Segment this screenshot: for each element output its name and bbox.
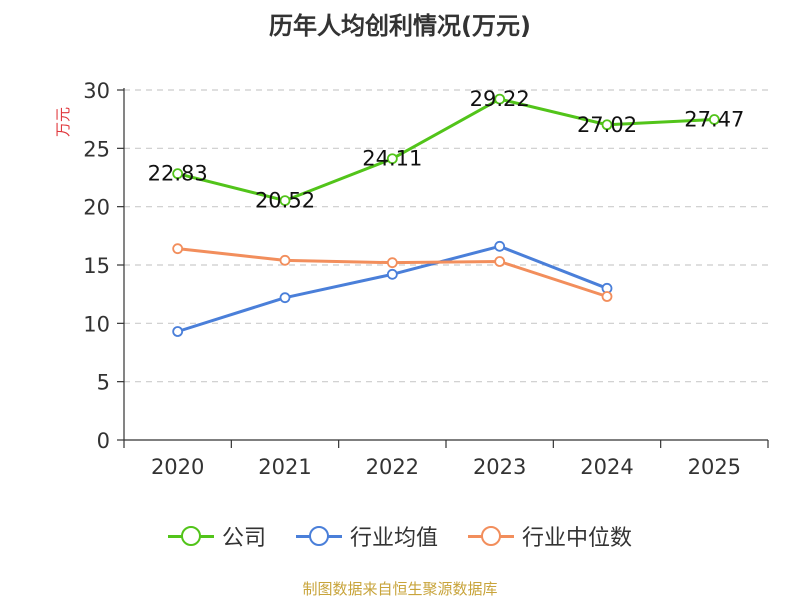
x-tick-label: 2025 — [688, 455, 741, 479]
data-label: 20.52 — [255, 189, 315, 213]
legend-label: 行业中位数 — [522, 526, 633, 551]
data-point — [708, 114, 720, 125]
data-point — [386, 153, 398, 165]
y-tick-label: 30 — [83, 79, 110, 103]
legend-item-1[interactable]: 行业均值 — [295, 520, 438, 552]
legend-swatch — [468, 526, 514, 546]
y-tick-label: 10 — [83, 312, 110, 336]
x-tick-label: 2024 — [580, 455, 633, 479]
y-tick-label: 0 — [97, 429, 110, 453]
data-point — [172, 243, 184, 255]
legend-swatch — [167, 526, 214, 546]
x-tick-label: 2023 — [473, 455, 526, 479]
data-point — [279, 254, 291, 266]
x-tick-label: 2022 — [366, 455, 419, 479]
data-point — [386, 257, 398, 269]
source-note: 制图数据来自恒生聚源数据库 — [302, 580, 498, 598]
data-point — [601, 119, 613, 131]
chart-title: 历年人均创利情况(万元) — [269, 12, 531, 40]
series-line-0 — [177, 97, 715, 203]
x-tick-label: 2021 — [258, 455, 311, 479]
legend-label: 行业均值 — [349, 526, 438, 551]
data-point — [172, 326, 184, 337]
legend-item-2[interactable]: 行业中位数 — [468, 520, 632, 552]
data-point — [279, 195, 291, 207]
data-label: 29.22 — [470, 87, 530, 111]
data-label: 22.83 — [148, 162, 208, 186]
legend-item-0[interactable]: 公司 — [167, 520, 266, 552]
data-label: 27.47 — [684, 108, 744, 132]
y-tick-label: 15 — [83, 254, 110, 278]
data-point — [172, 168, 184, 180]
data-label: 24.11 — [362, 147, 422, 171]
data-point — [494, 240, 506, 252]
y-tick-label: 5 — [97, 371, 110, 395]
data-point — [601, 291, 613, 302]
data-label: 27.02 — [577, 113, 637, 137]
data-point — [386, 268, 398, 280]
legend-swatch — [295, 526, 342, 546]
data-point — [494, 93, 506, 105]
data-point — [494, 256, 506, 267]
legend-label: 公司 — [221, 526, 266, 551]
y-tick-label: 20 — [83, 196, 110, 220]
data-point — [279, 292, 291, 304]
x-tick-label: 2020 — [151, 455, 204, 479]
y-axis-label: 万元 — [54, 107, 72, 137]
legend: 公司 行业均值 行业中位数 — [0, 520, 800, 552]
y-tick-label: 25 — [83, 137, 110, 161]
